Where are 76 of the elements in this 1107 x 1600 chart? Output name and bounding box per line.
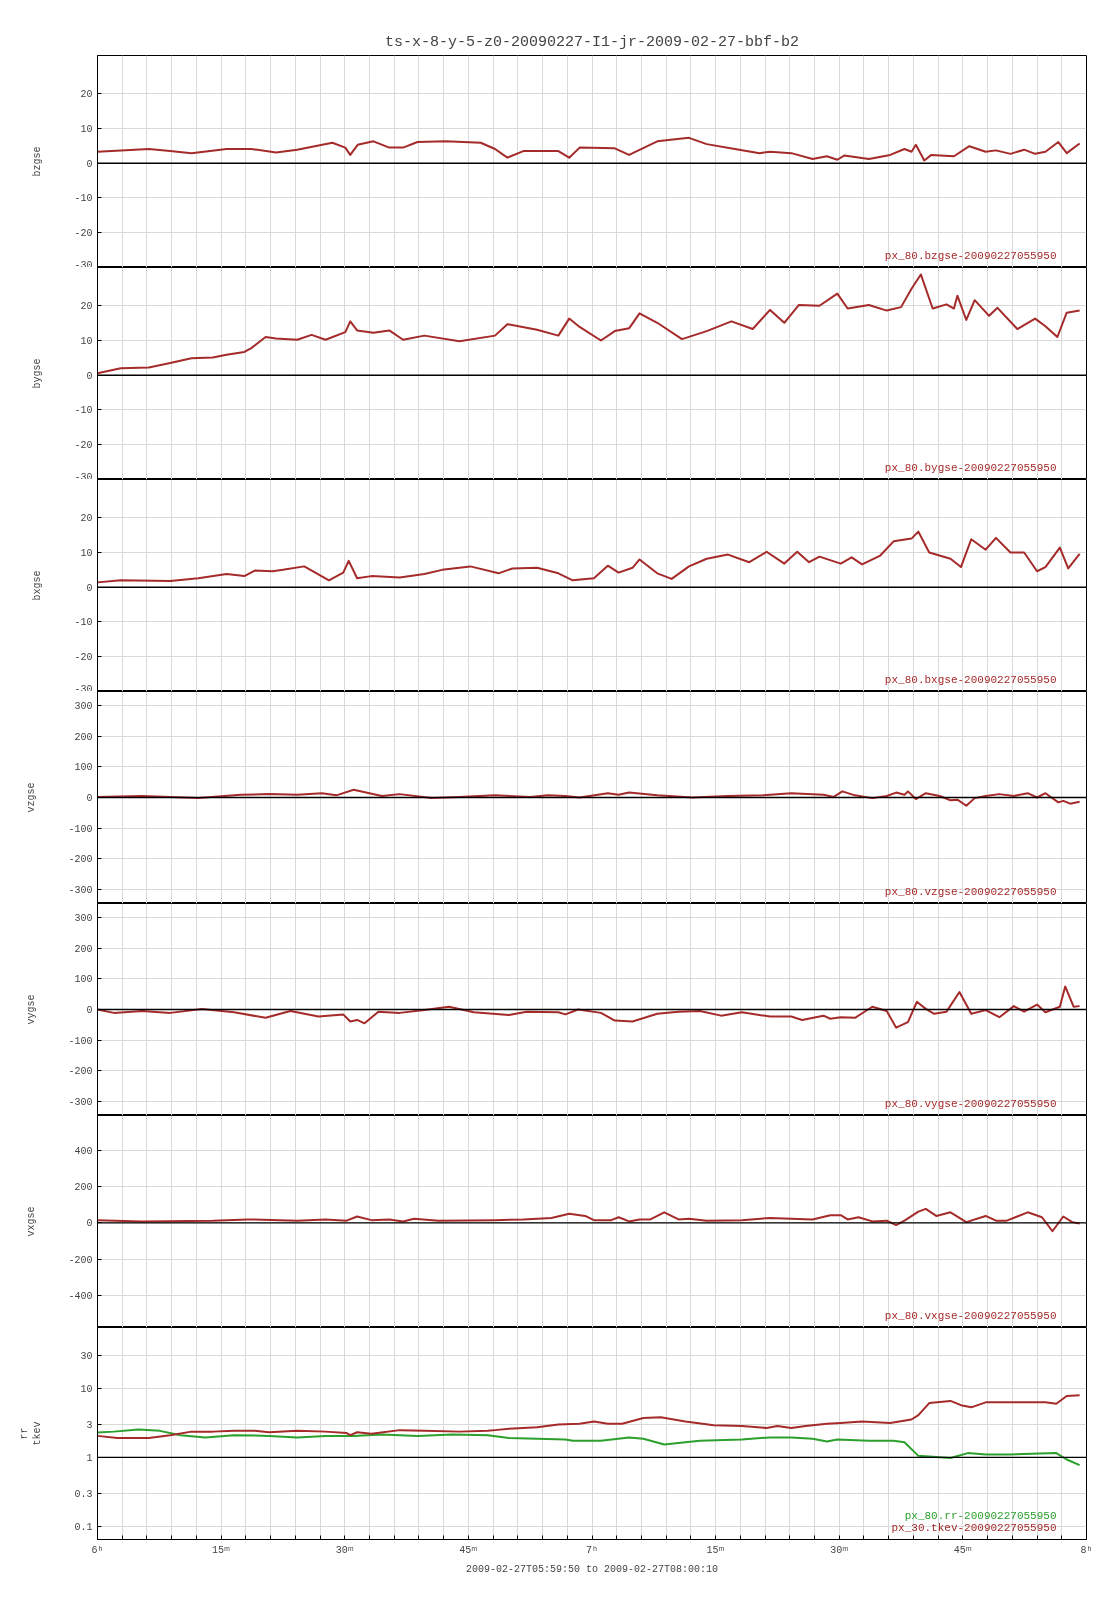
y-tick-label: 100 (74, 974, 93, 986)
y-tick-label: -20 (74, 652, 93, 664)
y-tick-label: 300 (74, 700, 93, 712)
y-tick-label: 200 (74, 943, 93, 955)
y-tick-label: 100 (74, 762, 93, 774)
line-series (97, 1428, 1081, 1467)
y-axis-title: vxgse (26, 1206, 38, 1237)
y-axis-title: vzgse (26, 782, 38, 813)
text: px_80.bygse-20090227055950 (884, 461, 1057, 474)
line-series (97, 530, 1081, 584)
y-tick-label: -30 (74, 259, 93, 271)
x-tick-label: 30ᵐ (830, 1544, 849, 1556)
y-tick-label: 10 (80, 123, 93, 135)
x-tick-label: 45ᵐ (953, 1544, 972, 1556)
y-tick-label: 20 (80, 513, 93, 525)
y-tick-label: 0 (86, 1005, 93, 1016)
y-tick-label: 30 (80, 1350, 93, 1362)
y-tick-label: -100 (68, 823, 93, 835)
y-tick-label: 0 (86, 370, 93, 382)
y-tick-label: -20 (74, 228, 93, 240)
x-axis-title: 2009-02-27T05:59:50 to 2009-02-27T08:00:10 (465, 1563, 719, 1575)
text: px_80.vxgse-20090227055950 (884, 1309, 1057, 1322)
y-tick-label: 10 (80, 335, 93, 347)
y-tick-label: 200 (74, 731, 93, 743)
text: px_80.bxgse-20090227055950 (884, 673, 1057, 686)
y-tick-label: 1 (86, 1452, 93, 1464)
y-tick-label: 0 (86, 582, 93, 594)
y-tick-label: -10 (74, 405, 93, 417)
y-tick-label: -200 (68, 1254, 93, 1266)
y-tick-label: 0.1 (74, 1522, 93, 1534)
y-tick-label: 0 (86, 158, 93, 170)
x-tick-label: 15ᵐ (706, 1544, 725, 1556)
y-tick-label: 0.3 (74, 1489, 93, 1501)
line-series (97, 273, 1081, 375)
text: px_30.tkev-20090227055950 (891, 1521, 1057, 1534)
y-tick-label: 300 (74, 912, 93, 924)
y-tick-label: -300 (68, 1097, 93, 1109)
x-tick-label: 7ʰ (586, 1544, 599, 1556)
y-tick-label: -30 (74, 683, 93, 695)
x-tick-label: 30ᵐ (335, 1544, 354, 1556)
x-tick-label: 15ᵐ (212, 1544, 231, 1556)
y-tick-label: 20 (80, 89, 93, 101)
x-tick-label: 45ᵐ (459, 1544, 478, 1556)
text: px_80.vzgse-20090227055950 (884, 885, 1057, 898)
y-tick-label: 0 (86, 793, 93, 804)
y-tick-label: 3 (86, 1419, 93, 1431)
chart-title: ts-x-8-y-5-z0-20090227-I1-jr-2009-02-27-bbf-b2 (384, 33, 800, 51)
y-tick-label: -30 (74, 471, 93, 483)
y-tick-label: -10 (74, 193, 93, 205)
y-tick-label: 10 (80, 547, 93, 559)
y-tick-label: -10 (74, 617, 93, 629)
y-axis-title: bzgse (32, 146, 44, 177)
text: px_80.bzgse-20090227055950 (884, 249, 1057, 262)
text: px_80.vygse-20090227055950 (884, 1097, 1057, 1110)
y-tick-label: 0 (86, 1218, 93, 1230)
y-axis-title: rr tkev (19, 1421, 44, 1446)
text: px_80.rr-20090227055950 (904, 1509, 1057, 1522)
y-tick-label: 20 (80, 301, 93, 313)
y-tick-label: -200 (68, 854, 93, 866)
line-series (97, 985, 1081, 1029)
y-tick-label: -100 (68, 1035, 93, 1047)
y-axis-title: bygse (32, 358, 44, 389)
line-series (97, 788, 1081, 807)
y-tick-label: -20 (74, 440, 93, 452)
y-axis-title: vygse (26, 994, 38, 1025)
y-tick-label: 400 (74, 1145, 93, 1157)
line-series (97, 136, 1081, 162)
x-tick-label: 6ʰ (91, 1544, 104, 1556)
y-tick-label: -300 (68, 885, 93, 897)
x-tick-label: 8ʰ (1080, 1544, 1093, 1556)
y-tick-label: -400 (68, 1291, 93, 1303)
y-axis-title: bxgse (32, 570, 44, 601)
line-series (97, 1394, 1081, 1440)
y-tick-label: -200 (68, 1066, 93, 1078)
y-tick-label: 10 (80, 1383, 93, 1395)
y-tick-label: 200 (74, 1181, 93, 1193)
